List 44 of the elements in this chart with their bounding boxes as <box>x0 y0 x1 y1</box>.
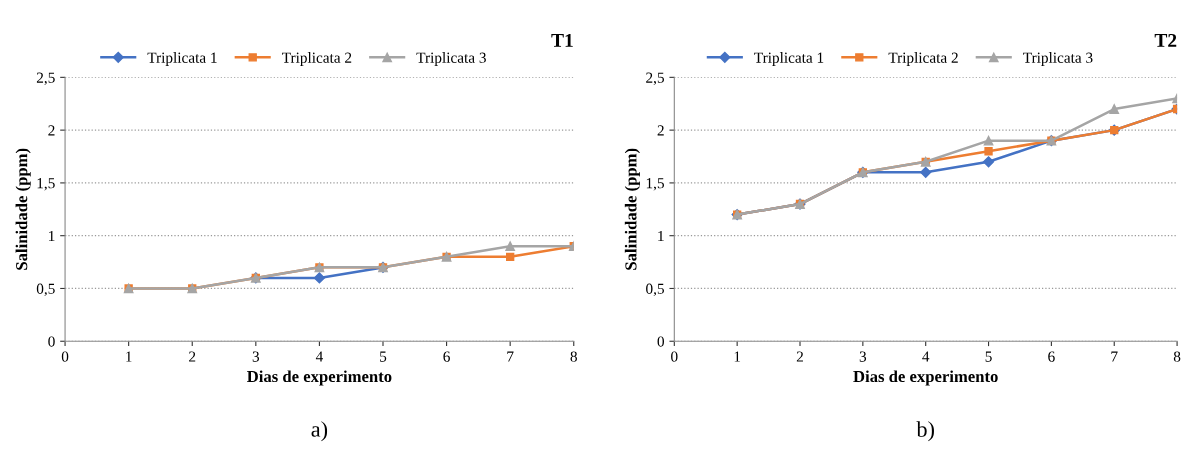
x-tick-label: 7 <box>1111 351 1118 362</box>
x-tick-label: 8 <box>1173 351 1181 362</box>
y-tick-label: 1 <box>658 230 664 241</box>
chart-title: T1 <box>551 33 573 47</box>
x-tick-label: 0 <box>671 351 678 362</box>
x-tick-label: 3 <box>252 351 260 362</box>
chart-title: T2 <box>1154 33 1177 47</box>
text: b) <box>916 421 934 442</box>
legend-label: Triplicata 1 <box>754 52 824 66</box>
legend-label: Triplicata 2 <box>888 52 958 66</box>
x-tick-label: 0 <box>61 351 69 362</box>
x-tick-label: 4 <box>315 351 323 362</box>
y-tick-label: 0 <box>657 336 665 347</box>
x-tick-label: 8 <box>570 351 577 362</box>
legend-label: Triplicata 3 <box>1023 52 1093 66</box>
x-tick-label: 5 <box>380 351 387 362</box>
y-tick-label: 0,5 <box>646 283 664 297</box>
x-tick-label: 6 <box>1048 351 1055 362</box>
legend-label: Triplicata 3 <box>416 52 486 66</box>
x-tick-label: 6 <box>443 351 450 362</box>
x-tick-label: 2 <box>189 351 196 362</box>
x-tick-label: 4 <box>922 351 930 362</box>
text: a) <box>311 421 328 442</box>
x-axis-title: Dias de experimento <box>853 370 998 386</box>
y-tick-label: 1 <box>49 230 55 241</box>
x-tick-label: 1 <box>126 351 132 362</box>
y-tick-label: 2,5 <box>36 72 55 85</box>
x-tick-label: 2 <box>796 351 803 362</box>
y-tick-label: 0,5 <box>36 283 55 297</box>
y-tick-label: 1,5 <box>646 178 664 191</box>
y-axis-title: Salinidade (ppm) <box>15 148 31 270</box>
x-tick-label: 5 <box>985 351 992 362</box>
x-tick-label: 1 <box>734 351 741 362</box>
x-tick-label: 3 <box>859 351 867 362</box>
legend-label: Triplicata 2 <box>282 52 352 66</box>
y-tick-label: 2 <box>657 125 664 136</box>
y-tick-label: 2,5 <box>646 72 664 85</box>
y-axis-title: Salinidade (ppm) <box>624 148 640 270</box>
y-tick-label: 1,5 <box>37 178 55 191</box>
y-tick-label: 0 <box>48 336 55 347</box>
legend-label: Triplicata 1 <box>147 52 217 66</box>
y-tick-label: 2 <box>48 125 55 136</box>
x-tick-label: 7 <box>507 351 514 362</box>
x-axis-title: Dias de experimento <box>247 370 392 386</box>
